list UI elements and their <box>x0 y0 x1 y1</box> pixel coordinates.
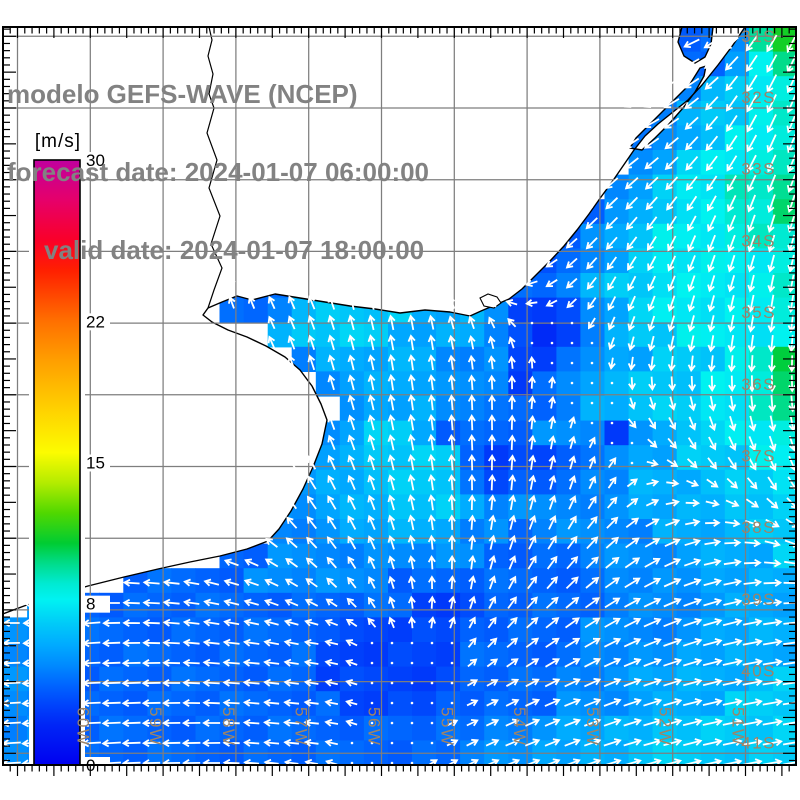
model-title: modelo GEFS-WAVE (NCEP) <box>7 79 358 109</box>
forecast-date: forecast date: 2024-01-07 06:00:00 <box>7 157 430 187</box>
lat-label: 34S <box>741 231 776 250</box>
colorbar-tick-label: 15 <box>86 454 105 473</box>
lon-label: 56W <box>365 707 384 746</box>
colorbar-tick-label: 22 <box>86 312 105 331</box>
lat-label: 31S <box>741 27 776 46</box>
lat-label: 35S <box>741 303 776 322</box>
lat-label: 37S <box>741 447 776 466</box>
lon-label: 54W <box>510 707 529 746</box>
latlon-grid <box>3 27 796 765</box>
lon-label: 52W <box>656 707 675 746</box>
lat-label: 39S <box>741 590 776 609</box>
lat-label: 33S <box>741 160 776 179</box>
lat-label: 41S <box>741 733 776 752</box>
river-line <box>206 27 223 309</box>
map-header: modelo GEFS-WAVE (NCEP) forecast date: 2… <box>7 29 429 315</box>
colorbar-gradient <box>33 159 81 766</box>
colorbar-unit-label: [m/s] <box>34 131 82 152</box>
colorbar-tick-label: 8 <box>86 595 95 614</box>
lat-label: 40S <box>741 662 776 681</box>
lon-label: 57W <box>292 707 311 746</box>
lon-label: 55W <box>437 707 456 746</box>
valid-date: valid date: 2024-01-07 18:00:00 <box>44 235 425 265</box>
colorbar: 30221580 <box>29 151 110 775</box>
axis-labels: 31S 32S 33S 34S 35S 36S 37S 38S 39S 40S 41S 60W 59W 5… <box>73 27 776 752</box>
lon-label: 60W <box>73 707 92 746</box>
lat-label: 32S <box>741 88 776 107</box>
colorbar-tick-label: 30 <box>86 151 105 170</box>
lon-label: 58W <box>219 707 238 746</box>
lat-label: 38S <box>741 518 776 537</box>
map-frame <box>2 26 797 776</box>
lon-label: 51W <box>729 707 748 746</box>
lon-label: 59W <box>146 707 165 746</box>
lon-label: 53W <box>583 707 602 746</box>
lat-label: 36S <box>741 375 776 394</box>
